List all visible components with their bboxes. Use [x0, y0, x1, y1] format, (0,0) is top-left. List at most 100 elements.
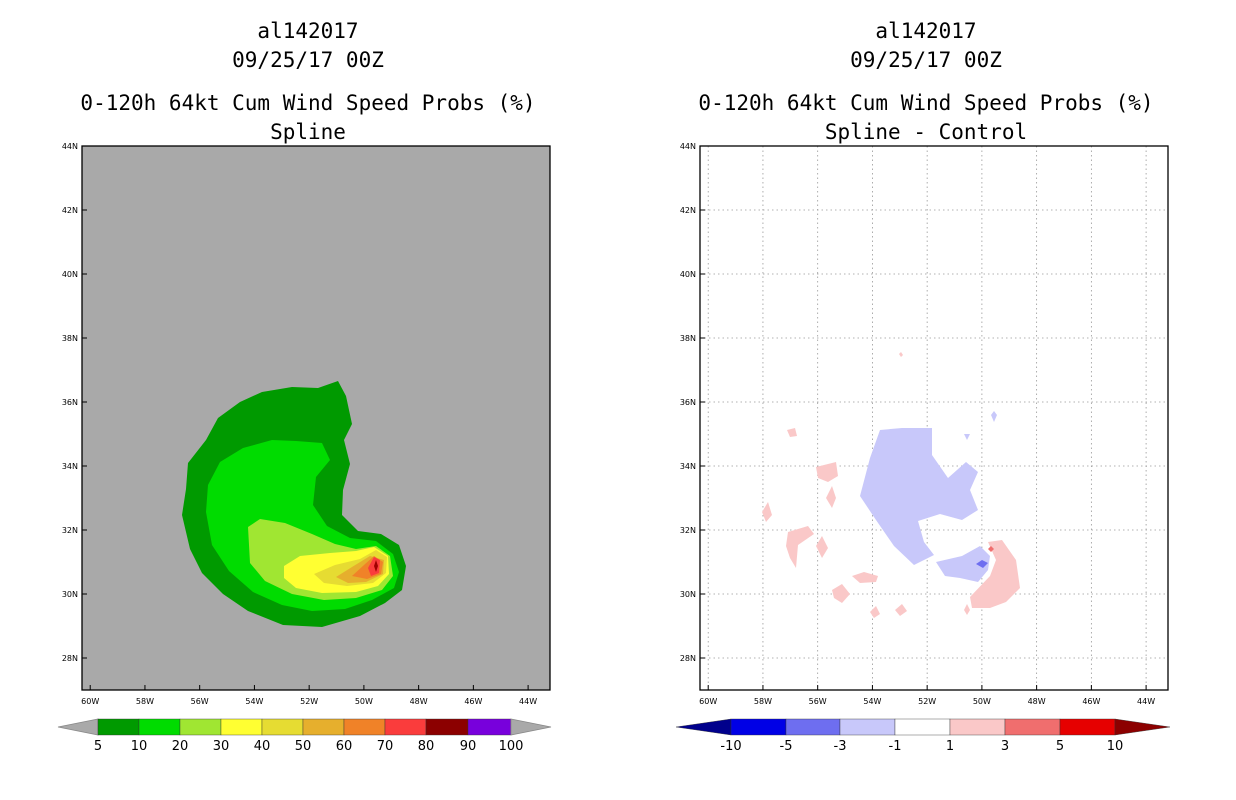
- right-map-background: [700, 146, 1168, 690]
- left-colorbar-swatch: [302, 718, 345, 736]
- x-tick-label: 44W: [1137, 697, 1155, 706]
- positive-diff-speck: [899, 352, 903, 357]
- left-colorbar-swatch: [179, 718, 222, 736]
- x-tick-label: 58W: [136, 697, 154, 706]
- right-colorbar-label: 10: [1107, 739, 1124, 754]
- left-colorbar-label: 80: [418, 739, 435, 754]
- left-colorbar-label: 20: [172, 739, 189, 754]
- positive-diff-region: [816, 536, 828, 558]
- y-tick-label: 30N: [680, 590, 696, 599]
- negative-diff-region: [936, 546, 990, 582]
- right-storm-id: al142017: [875, 19, 976, 43]
- right-colorbar-label: -10: [720, 739, 741, 754]
- x-tick-label: 56W: [809, 697, 827, 706]
- right-colorbar-high-arrow: [1114, 718, 1171, 736]
- left-colorbar-label: 100: [499, 739, 524, 754]
- right-colorbar-label: -1: [889, 739, 902, 754]
- left-colorbar-low-arrow: [57, 718, 99, 736]
- left-subtitle: Spline: [270, 120, 346, 144]
- right-colorbar-swatch: [785, 718, 841, 736]
- left-colorbar-label: 10: [131, 739, 148, 754]
- y-tick-label: 38N: [62, 334, 78, 343]
- right-colorbar-label: -3: [834, 739, 847, 754]
- right-axis-ticks: 60W 58W 56W 54W 52W 50W 48W 46W 44W 44N 42N 40N 38N 3…: [680, 142, 1155, 706]
- right-colorbar-label: -5: [780, 739, 793, 754]
- x-tick-label: 52W: [918, 697, 936, 706]
- left-colorbar-swatch: [220, 718, 263, 736]
- y-tick-label: 44N: [680, 142, 696, 151]
- positive-diff-region: [852, 572, 878, 583]
- left-colorbar-swatch: [261, 718, 304, 736]
- negative-diff-region: [860, 428, 978, 565]
- left-map-frame: [81, 145, 551, 691]
- left-colorbar-label: 30: [213, 739, 230, 754]
- x-tick-label: 48W: [410, 697, 428, 706]
- negative-diff-speck: [991, 411, 997, 422]
- prob-contour-70: [368, 557, 380, 576]
- x-tick-label: 50W: [355, 697, 373, 706]
- left-colorbar-swatch: [384, 718, 427, 736]
- left-colorbar-label: 70: [377, 739, 394, 754]
- positive-diff-region: [787, 428, 797, 437]
- left-colorbar-label: 90: [460, 739, 477, 754]
- x-tick-label: 58W: [754, 697, 772, 706]
- left-colorbar-swatch: [138, 718, 181, 736]
- positive-diff-region: [816, 462, 838, 482]
- x-tick-label: 52W: [300, 697, 318, 706]
- left-colorbar-swatch: [467, 718, 512, 736]
- y-tick-label: 32N: [62, 526, 78, 535]
- prob-contour-80: [374, 560, 378, 572]
- left-panel: al142017 09/25/17 00Z 0-120h 64kt Cum Wi…: [57, 19, 552, 754]
- x-tick-label: 50W: [973, 697, 991, 706]
- right-map-frame: [699, 145, 1169, 691]
- left-colorbar-label: 50: [295, 739, 312, 754]
- right-colorbar-low-arrow: [675, 718, 732, 736]
- positive-diff-core: [988, 546, 994, 552]
- right-colorbar-swatch: [1059, 718, 1116, 736]
- left-date: 09/25/17 00Z: [232, 48, 384, 72]
- left-colorbar-label: 60: [336, 739, 353, 754]
- left-colorbar-high-arrow: [510, 718, 552, 736]
- right-subtitle: Spline - Control: [825, 120, 1027, 144]
- x-tick-label: 54W: [245, 697, 263, 706]
- right-panel: al142017 09/25/17 00Z 0-120h 64kt Cum Wi…: [675, 19, 1171, 754]
- right-colorbar-label: 5: [1056, 739, 1064, 754]
- left-colorbar-swatch: [343, 718, 386, 736]
- right-colorbar-swatch: [1004, 718, 1061, 736]
- y-tick-label: 32N: [680, 526, 696, 535]
- positive-diff-region: [786, 526, 814, 568]
- y-tick-label: 34N: [680, 462, 696, 471]
- negative-diff-speck: [964, 434, 970, 440]
- positive-diff-region: [832, 584, 850, 603]
- right-colorbar-swatch: [730, 718, 787, 736]
- left-colorbar-swatch: [97, 718, 140, 736]
- negative-diff-core: [976, 560, 988, 568]
- left-colorbar-label: 5: [94, 739, 102, 754]
- x-tick-label: 60W: [81, 697, 99, 706]
- y-tick-label: 30N: [62, 590, 78, 599]
- right-date: 09/25/17 00Z: [850, 48, 1002, 72]
- y-tick-label: 28N: [62, 654, 78, 663]
- positive-diff-region: [762, 502, 772, 522]
- right-colorbar-swatch: [949, 718, 1006, 736]
- x-tick-label: 48W: [1028, 697, 1046, 706]
- y-tick-label: 42N: [62, 206, 78, 215]
- y-tick-label: 34N: [62, 462, 78, 471]
- x-tick-label: 54W: [863, 697, 881, 706]
- y-tick-label: 28N: [680, 654, 696, 663]
- y-tick-label: 38N: [680, 334, 696, 343]
- x-tick-label: 56W: [191, 697, 209, 706]
- positive-diff-region: [870, 606, 880, 618]
- x-tick-label: 46W: [464, 697, 482, 706]
- y-tick-label: 40N: [62, 270, 78, 279]
- y-tick-label: 36N: [62, 398, 78, 407]
- y-tick-label: 36N: [680, 398, 696, 407]
- right-colorbar-swatch: [894, 718, 951, 736]
- left-axis-ticks: 60W 58W 56W 54W 52W 50W 48W 46W 44W 44N 42N 40N 38N 3…: [62, 142, 537, 706]
- positive-diff-region: [895, 604, 907, 616]
- y-tick-label: 40N: [680, 270, 696, 279]
- x-tick-label: 60W: [699, 697, 717, 706]
- x-tick-label: 44W: [519, 697, 537, 706]
- left-storm-id: al142017: [257, 19, 358, 43]
